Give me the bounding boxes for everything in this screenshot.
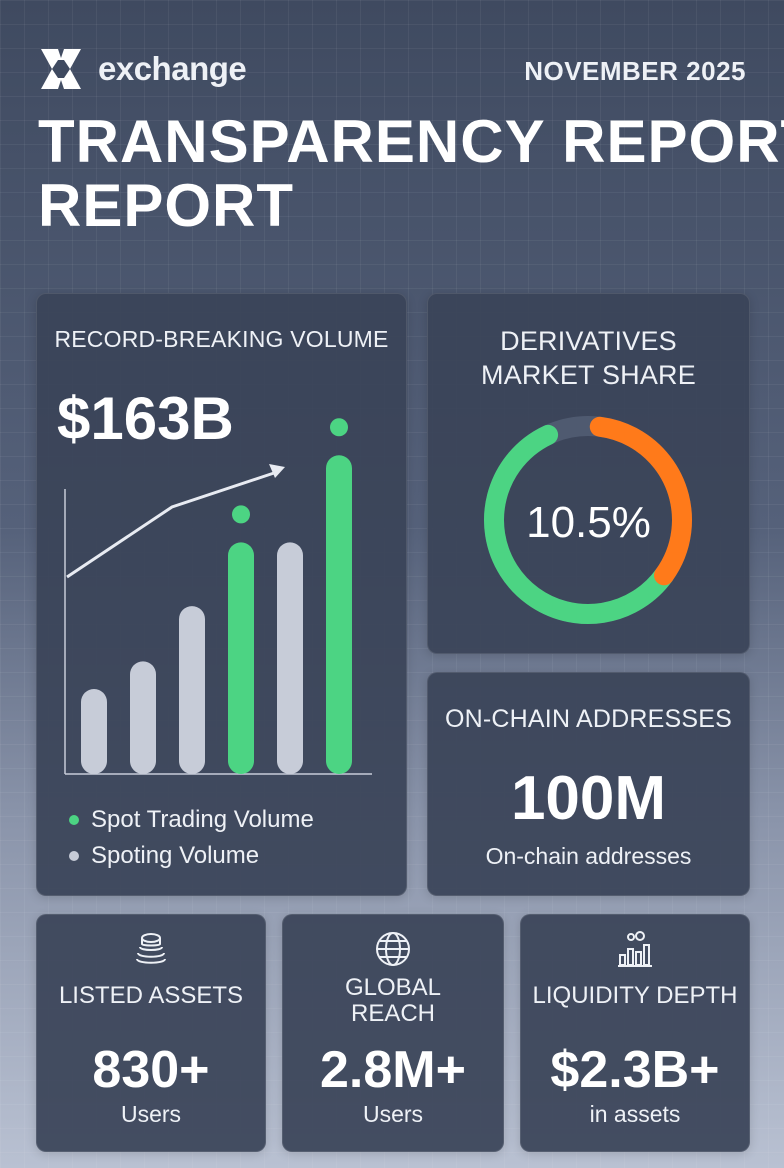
global-reach-card: GLOBAL REACH 2.8M+ Users — [282, 914, 504, 1152]
liquidity-depth-card: LIQUIDITY DEPTH $2.3B+ in assets — [520, 914, 750, 1152]
volume-card-title: RECORD-BREAKING VOLUME — [54, 326, 389, 352]
legend-dot-spoting — [69, 851, 79, 861]
liquidity-depth-sub: in assets — [589, 1101, 681, 1127]
market-share-value: 10.5% — [526, 498, 651, 547]
bar-marker-6 — [330, 418, 348, 437]
legend-label-spoting: Spoting Volume — [91, 842, 260, 869]
listed-assets-sub: Users — [120, 1101, 182, 1127]
bar-1 — [81, 689, 107, 774]
globe-icon — [376, 932, 410, 966]
global-reach-label-line1: GLOBAL — [344, 974, 442, 1001]
onchain-subtitle: On-chain addresses — [485, 843, 692, 869]
derivatives-title-line2: MARKET SHARE — [481, 360, 696, 390]
market-share-donut — [484, 415, 692, 624]
legend-item-spot: Spot Trading Volume — [69, 802, 314, 838]
legend-label-spot: Spot Trading Volume — [91, 806, 314, 833]
volume-card: RECORD-BREAKING VOLUME $163B Spot Tradin… — [36, 293, 407, 896]
chart-legend: Spot Trading Volume Spoting Volume — [69, 802, 314, 874]
report-date: NOVEMBER 2025 — [524, 56, 746, 86]
global-reach-value: 2.8M+ — [320, 1041, 466, 1099]
liquidity-depth-value: $2.3B+ — [550, 1041, 720, 1099]
listed-assets-card: LISTED ASSETS 830+ Users — [36, 914, 266, 1152]
derivatives-card-title: DERIVATIVES MARKET SHARE — [428, 324, 749, 392]
onchain-card-title: ON-CHAIN ADDRESSES — [445, 705, 732, 733]
global-reach-sub: Users — [362, 1101, 424, 1127]
page-title: TRANSPARENCY REPORT REPORT — [38, 108, 784, 239]
global-reach-label-line2: REACH — [350, 1000, 435, 1027]
bar-marker-4 — [232, 505, 250, 524]
exchange-logo-icon — [41, 49, 81, 89]
global-reach-label: GLOBAL REACH — [283, 975, 503, 1027]
brand-name: exchange — [98, 50, 247, 87]
coin-stack-icon — [136, 933, 166, 964]
onchain-card: ON-CHAIN ADDRESSES 100M On-chain address… — [427, 672, 750, 896]
bar-5 — [277, 542, 303, 774]
listed-assets-label: LISTED ASSETS — [58, 982, 244, 1009]
trend-arrowhead — [269, 464, 285, 478]
bar-4 — [228, 542, 254, 774]
bar-chart-coins-icon — [618, 931, 652, 967]
volume-bar-chart — [64, 418, 372, 775]
brand-logo: exchange — [38, 46, 247, 92]
trend-line — [66, 470, 278, 579]
page-title-line2: REPORT — [38, 172, 295, 239]
legend-item-spoting: Spoting Volume — [69, 838, 314, 874]
onchain-value: 100M — [510, 764, 667, 833]
derivatives-title-line1: DERIVATIVES — [500, 326, 677, 356]
page-title-line1: TRANSPARENCY REPORT — [38, 108, 784, 175]
bar-2 — [130, 661, 156, 774]
bar-3 — [179, 606, 205, 774]
bar-6 — [326, 455, 352, 774]
volume-value: $163B — [57, 385, 234, 452]
liquidity-depth-label: LIQUIDITY DEPTH — [532, 982, 738, 1009]
derivatives-card: DERIVATIVES MARKET SHARE 10.5% — [427, 293, 750, 654]
donut-segment-2 — [484, 415, 692, 624]
legend-dot-spot — [69, 815, 79, 825]
listed-assets-value: 830+ — [92, 1041, 210, 1099]
